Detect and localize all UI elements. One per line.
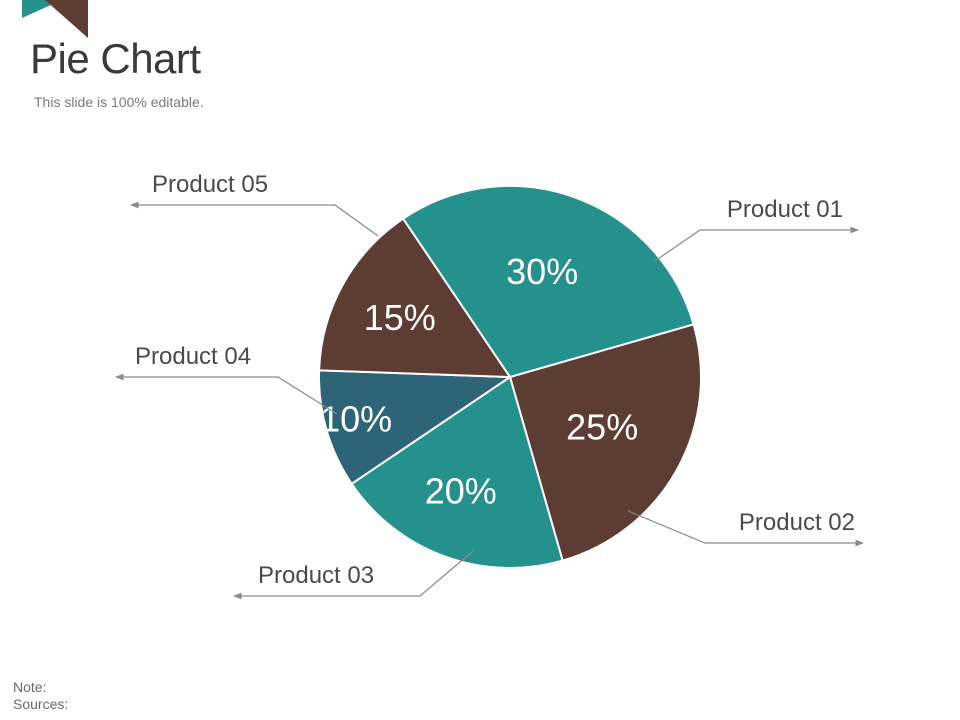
slice-percent-label-1: 25%	[566, 406, 638, 447]
pie-slice-1	[508, 323, 702, 562]
slice-percent-label-4: 15%	[364, 297, 436, 338]
corner-decoration	[22, 0, 88, 38]
footer-sources: Sources:	[13, 696, 69, 712]
pie-slice-3	[318, 369, 514, 486]
slice-percent-label-5: 30%	[506, 251, 578, 292]
callout-line-4	[115, 373, 338, 415]
slice-percent-label-3: 10%	[320, 399, 392, 440]
corner-brown-flag	[45, 0, 88, 38]
callout-line-2	[627, 510, 864, 547]
footer-note: Note:	[13, 679, 47, 695]
pie-slice-5	[401, 184, 695, 379]
pie-slice-2	[350, 375, 564, 569]
callout-line-5	[130, 201, 379, 237]
slice-category-label-2: Product 02	[739, 509, 855, 536]
slice-category-label-4: Product 04	[135, 343, 251, 370]
slice-category-label-1: Product 01	[727, 196, 843, 223]
slice-category-label-5: Product 05	[152, 171, 268, 198]
callout-line-1	[654, 226, 859, 262]
page-subtitle: This slide is 100% editable.	[34, 94, 204, 110]
pie-slice-4	[318, 217, 512, 379]
callout-line-3	[233, 550, 474, 600]
page-title: Pie Chart	[30, 35, 201, 82]
slice-percent-label-2: 20%	[425, 471, 497, 512]
slice-category-label-3: Product 03	[258, 562, 374, 589]
